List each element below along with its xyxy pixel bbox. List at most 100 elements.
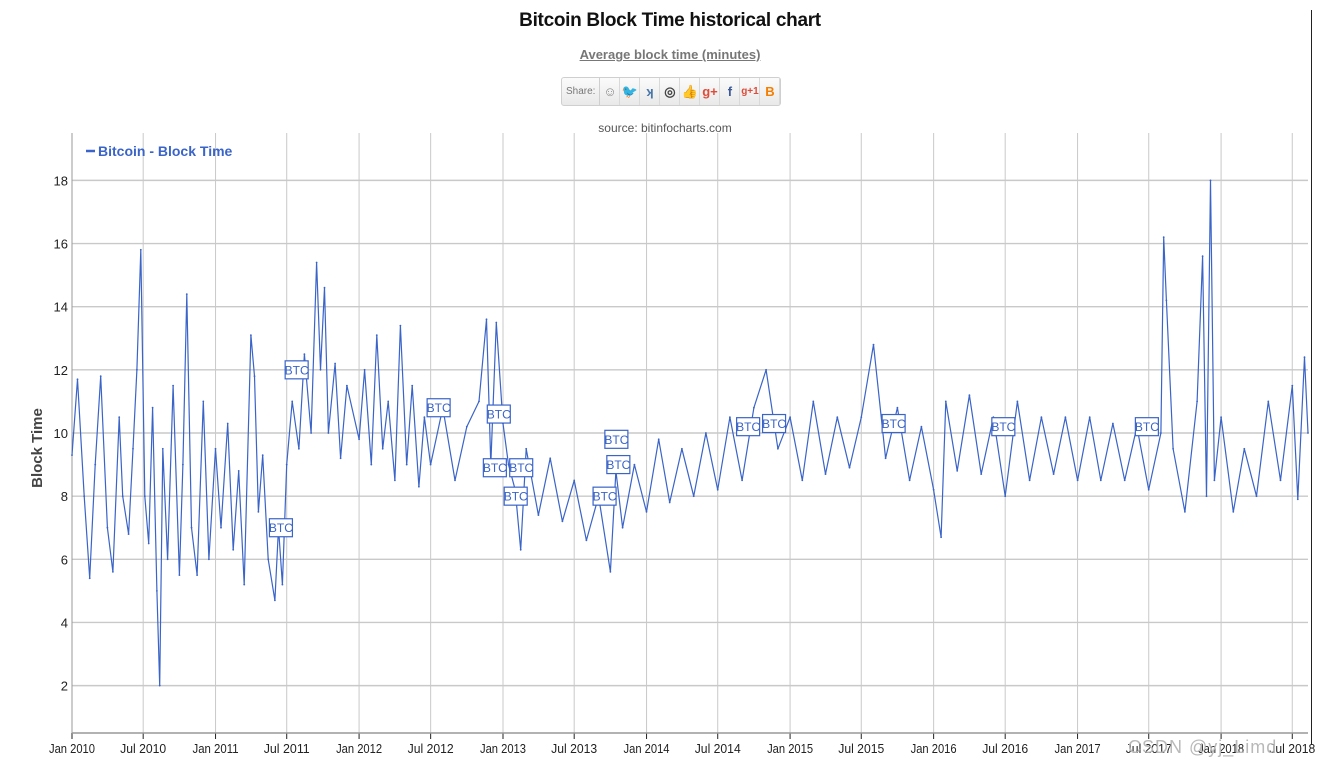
- btc-annotation-box: [1134, 417, 1159, 437]
- data-point: [387, 400, 390, 403]
- data-point: [848, 466, 851, 469]
- data-point: [716, 488, 719, 491]
- source-label: source: bitinfocharts.com: [598, 121, 732, 135]
- data-point: [1160, 432, 1162, 434]
- btc-annotation-box: [503, 486, 528, 506]
- weibo-icon[interactable]: ◎: [660, 78, 681, 105]
- google-plus-one-icon[interactable]: g+1: [740, 78, 761, 105]
- data-point: [645, 511, 648, 513]
- x-tick-label: Jul 2010: [120, 741, 166, 756]
- btc-annotation[interactable]: BTC: [604, 429, 629, 449]
- like-icon[interactable]: 👍: [680, 78, 701, 105]
- data-point: [121, 495, 124, 498]
- x-tick-label: Jan 2018: [1198, 741, 1244, 756]
- btc-annotation[interactable]: BTC: [426, 398, 451, 418]
- data-point: [76, 378, 79, 381]
- data-point: [208, 558, 210, 561]
- y-axis-label: Block Time: [29, 408, 46, 488]
- vk-icon[interactable]: ʞ: [640, 78, 661, 105]
- y-tick-label: 8: [61, 489, 68, 504]
- btc-annotation[interactable]: BTC: [482, 458, 507, 478]
- btc-annotation-label: BTC: [1135, 420, 1159, 434]
- btc-annotation[interactable]: BTC: [761, 413, 786, 434]
- btc-annotation[interactable]: BTC: [503, 486, 528, 506]
- reddit-icon[interactable]: ☺: [600, 78, 621, 105]
- data-point: [812, 400, 815, 403]
- btc-annotation[interactable]: BTC: [736, 417, 760, 437]
- data-point: [136, 368, 138, 371]
- data-point: [1052, 473, 1055, 475]
- data-point: [573, 479, 576, 482]
- share-bar: Share: ☺ 🐦 ʞ ◎ 👍 g+ f g+1 B: [561, 77, 782, 106]
- data-point: [202, 400, 205, 403]
- btc-annotation-label: BTC: [736, 420, 760, 434]
- y-tick-label: 10: [54, 426, 68, 441]
- data-point: [1076, 479, 1079, 482]
- data-point: [801, 479, 804, 482]
- y-tick-label: 14: [54, 300, 68, 315]
- x-tick-label: Jul 2015: [838, 741, 884, 756]
- btc-annotation[interactable]: BTC: [509, 458, 534, 478]
- data-point: [1209, 179, 1212, 182]
- btc-annotation[interactable]: BTC: [268, 518, 293, 538]
- btc-annotation[interactable]: BTC: [881, 413, 906, 434]
- data-point: [729, 416, 731, 419]
- data-point: [621, 526, 624, 529]
- data-point: [968, 394, 971, 396]
- btc-annotation[interactable]: BTC: [592, 486, 617, 506]
- data-point: [315, 261, 318, 264]
- twitter-icon[interactable]: 🐦: [620, 78, 641, 105]
- y-tick-label: 18: [54, 173, 68, 188]
- data-point: [692, 495, 695, 498]
- data-point: [405, 463, 408, 466]
- data-point: [824, 473, 827, 475]
- x-tick-label: Jul 2018: [1269, 741, 1315, 756]
- data-point: [1267, 400, 1270, 403]
- x-tick-label: Jul 2013: [551, 741, 597, 756]
- y-tick-label: 12: [54, 363, 68, 378]
- blogger-icon[interactable]: B: [760, 78, 781, 105]
- btc-annotation-box: [881, 413, 906, 434]
- chart-title: Bitcoin Block Time historical chart: [519, 10, 821, 31]
- data-point: [1162, 236, 1165, 239]
- data-point: [285, 463, 288, 466]
- data-point: [185, 293, 188, 295]
- x-tick-label: Jul 2011: [264, 741, 310, 756]
- data-point: [158, 684, 161, 687]
- data-point: [394, 479, 396, 482]
- data-point: [1028, 479, 1031, 482]
- legend-label: Bitcoin - Block Time: [98, 143, 233, 159]
- chart-subtitle-link[interactable]: Average block time (minutes): [579, 47, 761, 62]
- data-point: [381, 447, 384, 450]
- btc-annotation[interactable]: BTC: [991, 417, 1016, 437]
- data-point: [753, 406, 755, 409]
- data-point: [549, 457, 552, 460]
- x-tick-label: Jan 2016: [911, 741, 957, 756]
- data-point: [454, 479, 456, 482]
- btc-annotation[interactable]: BTC: [284, 360, 309, 380]
- data-point: [1088, 416, 1091, 419]
- data-point: [151, 406, 154, 409]
- data-point: [226, 422, 229, 425]
- data-point: [281, 583, 284, 586]
- btc-annotation-box: [606, 454, 631, 475]
- data-point: [298, 447, 300, 450]
- data-point: [1201, 255, 1204, 258]
- facebook-icon[interactable]: f: [720, 78, 741, 105]
- btc-annotation-label: BTC: [487, 408, 511, 422]
- btc-annotation[interactable]: BTC: [606, 454, 631, 475]
- data-point: [358, 438, 360, 441]
- data-point: [243, 583, 246, 586]
- data-point: [214, 447, 217, 450]
- btc-annotation-label: BTC: [285, 363, 309, 377]
- data-point: [836, 416, 839, 419]
- btc-annotation[interactable]: BTC: [1134, 417, 1159, 437]
- data-point: [1064, 416, 1067, 419]
- data-point: [1279, 479, 1282, 482]
- btc-annotation[interactable]: BTC: [486, 404, 511, 424]
- data-point: [339, 457, 342, 460]
- x-tick-label: Jan 2017: [1055, 741, 1101, 756]
- google-plus-icon[interactable]: g+: [700, 78, 721, 105]
- data-point: [525, 447, 528, 450]
- data-point: [423, 416, 426, 419]
